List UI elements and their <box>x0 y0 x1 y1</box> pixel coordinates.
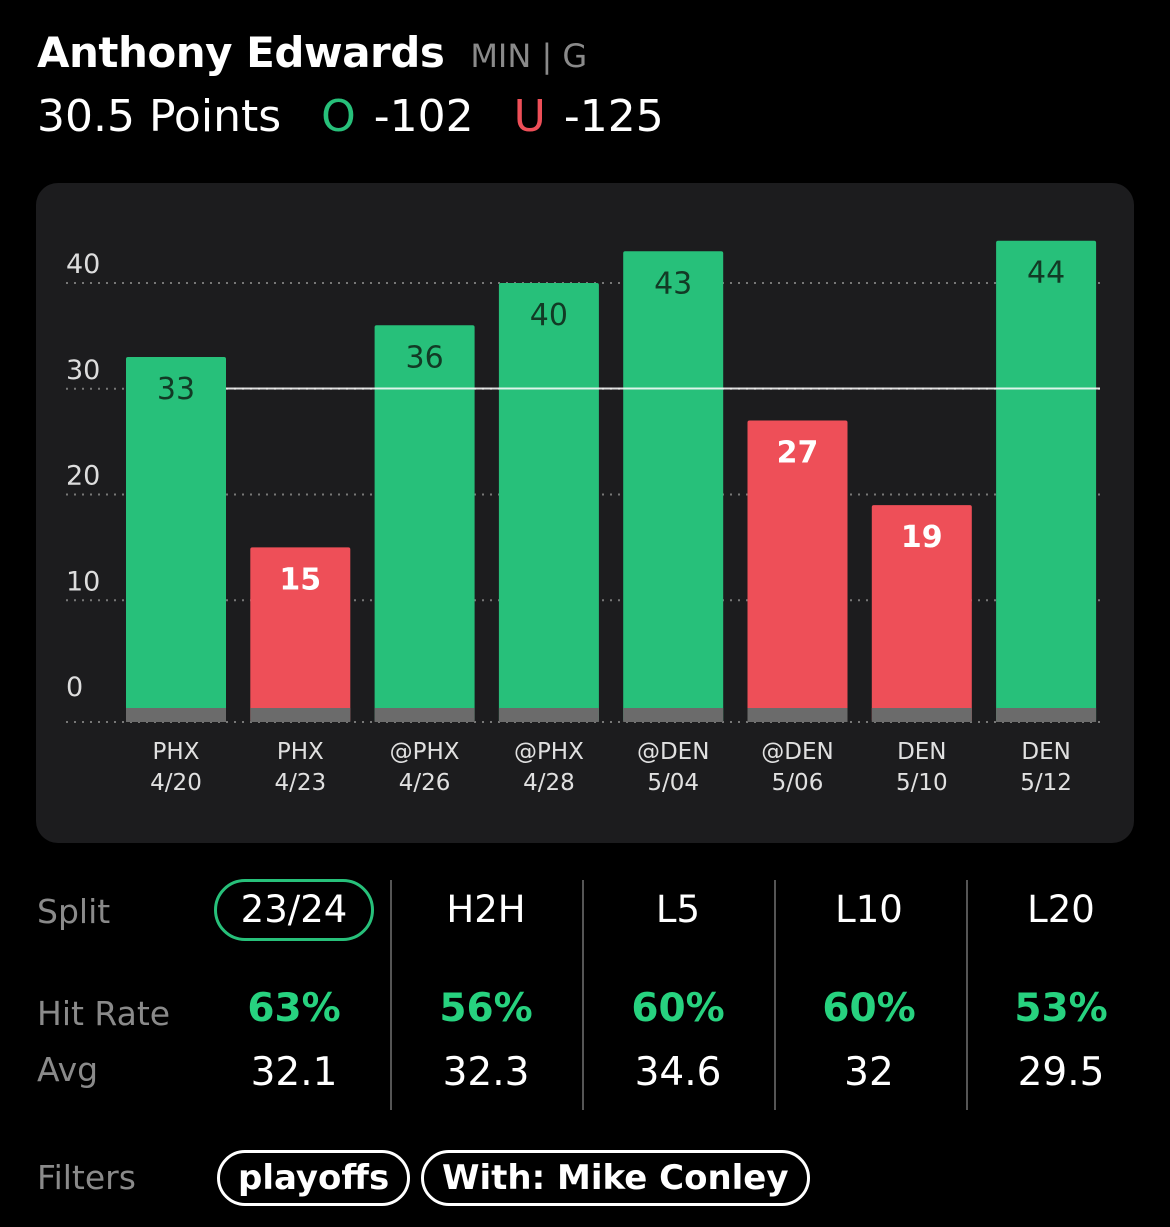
avg-value: 32.3 <box>442 1050 530 1095</box>
bar <box>623 251 724 722</box>
split-tab-label: L10 <box>835 888 903 931</box>
avg-value: 32 <box>844 1050 894 1095</box>
bar-value-label: 44 <box>1027 256 1065 291</box>
bar-base <box>747 708 848 722</box>
avg-value: 29.5 <box>1017 1050 1105 1095</box>
x-tick-date: 5/06 <box>772 770 824 796</box>
split-tab[interactable]: L10 <box>774 878 964 942</box>
split-column-h2h: H2H 56% 32.3 <box>391 878 581 1110</box>
bar <box>250 547 351 722</box>
bar-base <box>623 708 724 722</box>
x-tick-opponent: DEN <box>897 739 946 765</box>
split-tab[interactable]: L20 <box>966 878 1156 942</box>
column-divider <box>390 880 392 1110</box>
x-tick-date: 4/26 <box>399 770 451 796</box>
prop-line-row: 30.5 Points O -102 U -125 <box>37 91 1137 142</box>
x-tick-date: 5/10 <box>896 770 948 796</box>
hit-rate-value: 53% <box>1014 986 1108 1031</box>
bar <box>996 240 1097 722</box>
x-tick-date: 4/23 <box>274 770 326 796</box>
bar-value-label: 15 <box>279 562 321 597</box>
filters-label: Filters <box>37 1158 136 1197</box>
split-tab[interactable]: 23/24 <box>199 878 389 942</box>
split-column-23-24: 23/24 63% 32.1 <box>199 878 389 1110</box>
bar <box>374 325 475 722</box>
split-column-l20: L20 53% 29.5 <box>966 878 1156 1110</box>
under-icon[interactable]: U <box>513 91 546 142</box>
filters-bar: Filters playoffs With: Mike Conley <box>0 1150 1170 1210</box>
hit-rate-value: 60% <box>631 986 725 1031</box>
bar-value-label: 33 <box>157 372 195 407</box>
player-name[interactable]: Anthony Edwards <box>37 28 445 77</box>
avg-value: 34.6 <box>634 1050 722 1095</box>
bar-base <box>996 708 1097 722</box>
bar-base <box>498 708 599 722</box>
bar-value-label: 19 <box>901 520 943 555</box>
prop-line: 30.5 Points <box>37 91 282 142</box>
split-tab-label: L20 <box>1027 888 1095 931</box>
x-tick-opponent: @PHX <box>514 739 584 765</box>
column-divider <box>582 880 584 1110</box>
y-tick-label: 20 <box>66 461 100 492</box>
split-row-label: Split <box>37 892 111 931</box>
bar-value-label: 27 <box>777 435 819 470</box>
x-tick-opponent: PHX <box>277 739 324 765</box>
split-tab-label: 23/24 <box>213 879 375 941</box>
y-tick-label: 40 <box>66 249 100 280</box>
filter-chip[interactable]: playoffs <box>217 1150 411 1206</box>
bar <box>747 420 848 722</box>
bar-base <box>250 708 351 722</box>
split-tab-label: H2H <box>446 888 526 931</box>
filter-chip[interactable]: With: Mike Conley <box>421 1150 810 1206</box>
split-tab[interactable]: L5 <box>583 878 773 942</box>
split-tab-label: L5 <box>655 888 701 931</box>
x-tick-date: 5/12 <box>1020 770 1072 796</box>
over-icon[interactable]: O <box>321 91 356 142</box>
column-divider <box>774 880 776 1110</box>
avg-row-label: Avg <box>37 1050 99 1089</box>
game-log-bar-chart: 0 10 20 30 40 33 PHX 4/20 15 PHX 4/23 36 @PHX 4/26 40 @… <box>66 240 1100 796</box>
bar-base <box>374 708 475 722</box>
x-tick-date: 4/20 <box>150 770 202 796</box>
header: Anthony Edwards MIN | G 30.5 Points O -1… <box>37 28 1137 142</box>
x-tick-opponent: DEN <box>1021 739 1070 765</box>
x-tick-opponent: @DEN <box>761 739 833 765</box>
hit-rate-value: 60% <box>822 986 916 1031</box>
bar <box>871 505 972 722</box>
chart-card: 0 10 20 30 40 33 PHX 4/20 15 PHX 4/23 36 @PHX 4/26 40 @… <box>36 183 1134 843</box>
splits-table: Split Hit Rate Avg 23/24 63% 32.1 H2H 56% 32.… <box>0 878 1170 1113</box>
bar-base <box>871 708 972 722</box>
x-tick-opponent: PHX <box>153 739 200 765</box>
x-tick-opponent: @DEN <box>637 739 709 765</box>
under-odds[interactable]: -125 <box>563 91 664 142</box>
bar <box>126 357 226 722</box>
player-title-row: Anthony Edwards MIN | G <box>37 28 1137 77</box>
team-position: MIN | G <box>470 37 588 75</box>
hit-rate-value: 56% <box>439 986 533 1031</box>
split-tab[interactable]: H2H <box>391 878 581 942</box>
x-tick-opponent: @PHX <box>390 739 460 765</box>
column-divider <box>966 880 968 1110</box>
y-tick-label: 0 <box>66 672 83 703</box>
split-column-l5: L5 60% 34.6 <box>583 878 773 1110</box>
avg-value: 32.1 <box>250 1050 338 1095</box>
x-tick-date: 5/04 <box>647 770 699 796</box>
bar-value-label: 36 <box>406 340 444 375</box>
over-odds[interactable]: -102 <box>373 91 474 142</box>
split-column-l10: L10 60% 32 <box>774 878 964 1110</box>
bar-value-label: 40 <box>530 298 568 333</box>
y-tick-label: 30 <box>66 355 100 386</box>
hit-rate-row-label: Hit Rate <box>37 994 171 1033</box>
hit-rate-value: 63% <box>247 986 341 1031</box>
x-tick-date: 4/28 <box>523 770 575 796</box>
bar <box>498 283 599 722</box>
bar-value-label: 43 <box>654 266 692 301</box>
y-tick-label: 10 <box>66 566 100 597</box>
bar-base <box>126 708 226 722</box>
